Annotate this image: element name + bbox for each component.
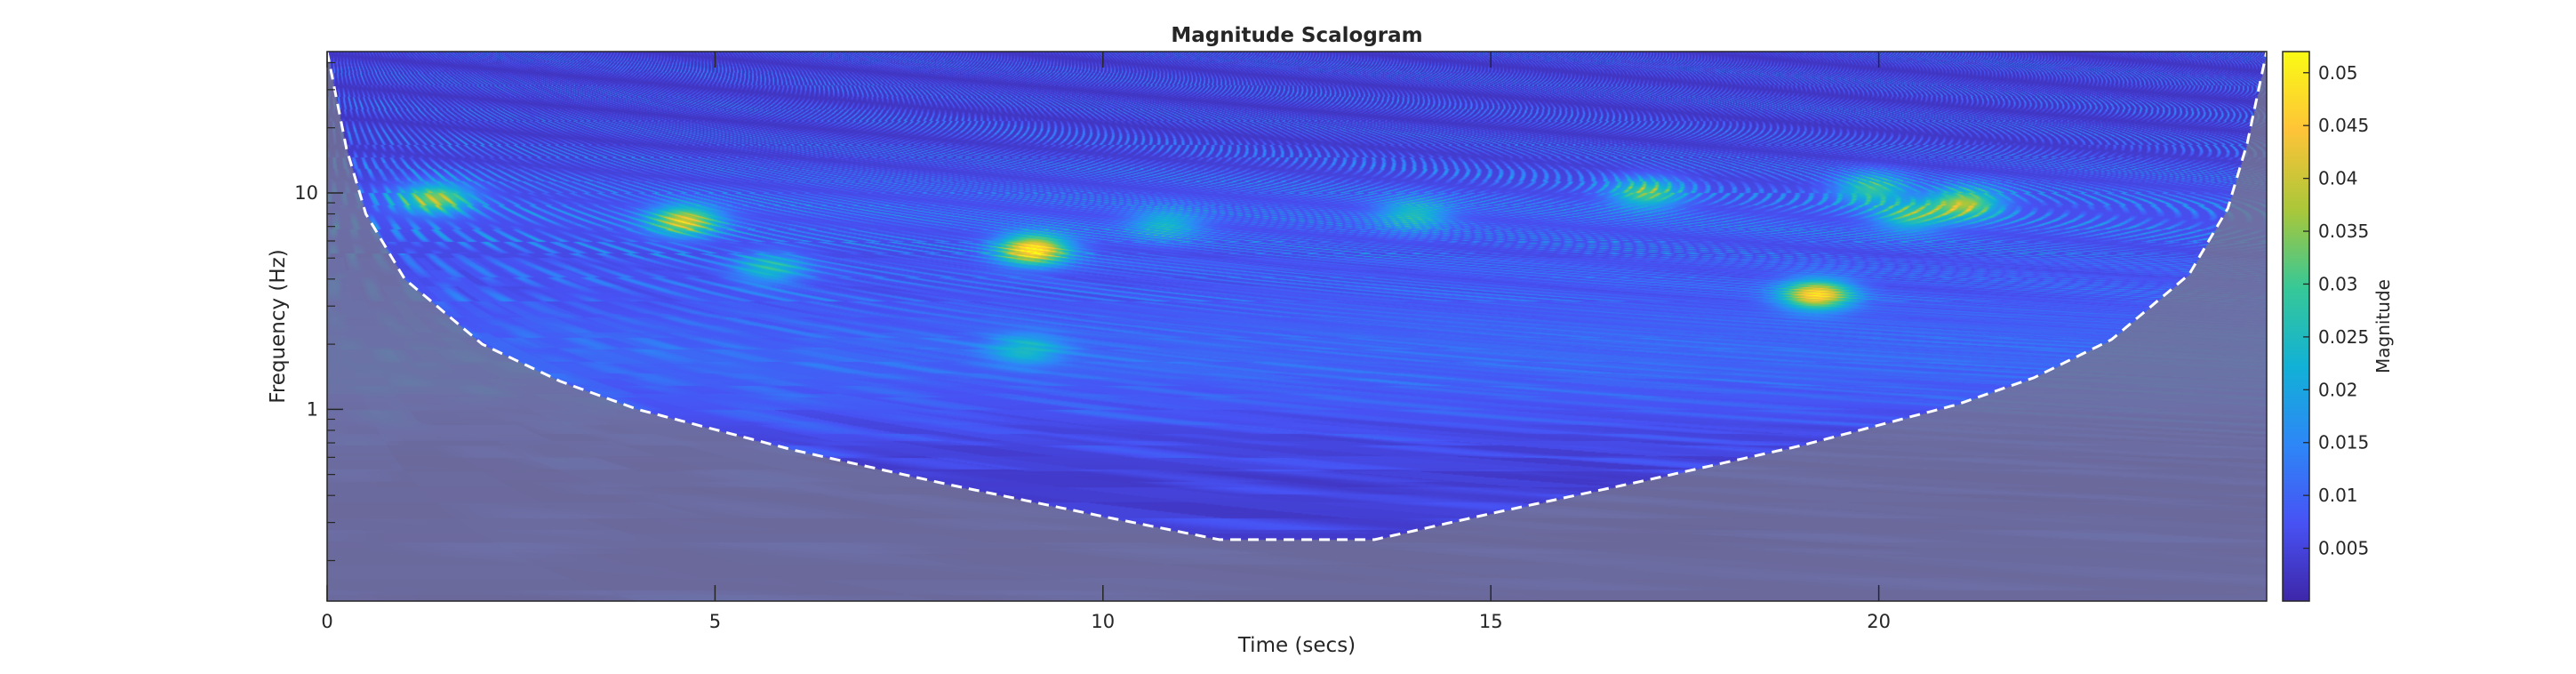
colorbar-gradient <box>2283 52 2309 601</box>
colorbar-tick-label: 0.045 <box>2318 115 2369 136</box>
x-axis-label: Time (secs) <box>1237 634 1356 657</box>
colorbar-label: Magnitude <box>2372 279 2394 373</box>
y-tick-label: 1 <box>307 398 318 420</box>
colorbar: 0.005 0.01 0.015 0.02 0.025 0.03 0.035 0.04 0.04… <box>2282 51 2369 602</box>
y-tick-label: 10 <box>294 182 318 204</box>
coi-boundary-line <box>325 51 2268 542</box>
colorbar-tick-label: 0.01 <box>2318 485 2358 506</box>
plot-box <box>326 51 2268 602</box>
x-tick-label: 0 <box>321 611 332 632</box>
colorbar-tick-label: 0.035 <box>2318 221 2369 242</box>
x-tick-label: 10 <box>1091 611 1115 632</box>
cone-of-influence <box>325 51 2268 542</box>
colorbar-tick-label: 0.05 <box>2318 62 2358 84</box>
colorbar-tick-label: 0.04 <box>2318 168 2358 189</box>
colorbar-tick-label: 0.015 <box>2318 432 2369 453</box>
chart-title: Magnitude Scalogram <box>1171 24 1422 47</box>
colorbar-tick-label: 0.005 <box>2318 538 2369 559</box>
y-axis-label: Frequency (Hz) <box>267 249 290 403</box>
colorbar-box <box>2282 51 2310 602</box>
colorbar-tick-label: 0.02 <box>2318 379 2358 400</box>
axes: 0 5 10 15 20 1 10 <box>294 51 2268 632</box>
colorbar-tick-label: 0.025 <box>2318 326 2369 348</box>
x-tick-label: 20 <box>1867 611 1891 632</box>
scalogram-heatmap <box>327 52 2267 601</box>
x-tick-label: 5 <box>709 611 721 632</box>
x-tick-label: 15 <box>1479 611 1503 632</box>
colorbar-tick-label: 0.03 <box>2318 273 2358 294</box>
